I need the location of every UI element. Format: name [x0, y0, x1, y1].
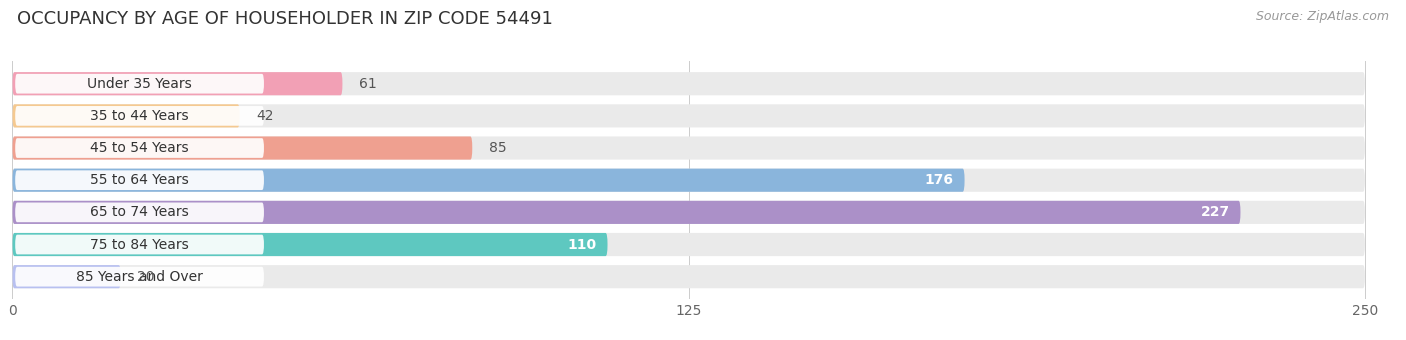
Text: 85 Years and Over: 85 Years and Over: [76, 270, 202, 284]
FancyBboxPatch shape: [13, 201, 1365, 224]
Text: Source: ZipAtlas.com: Source: ZipAtlas.com: [1256, 10, 1389, 23]
Text: Under 35 Years: Under 35 Years: [87, 77, 193, 91]
FancyBboxPatch shape: [15, 138, 264, 158]
Text: 45 to 54 Years: 45 to 54 Years: [90, 141, 188, 155]
Text: 110: 110: [568, 238, 596, 252]
FancyBboxPatch shape: [13, 104, 239, 128]
FancyBboxPatch shape: [13, 72, 343, 95]
FancyBboxPatch shape: [13, 104, 1365, 128]
Text: 75 to 84 Years: 75 to 84 Years: [90, 238, 188, 252]
Text: 176: 176: [925, 173, 953, 187]
Text: 35 to 44 Years: 35 to 44 Years: [90, 109, 188, 123]
FancyBboxPatch shape: [15, 203, 264, 222]
FancyBboxPatch shape: [13, 136, 1365, 159]
FancyBboxPatch shape: [13, 72, 1365, 95]
FancyBboxPatch shape: [13, 233, 1365, 256]
FancyBboxPatch shape: [15, 170, 264, 190]
FancyBboxPatch shape: [15, 74, 264, 94]
Text: 85: 85: [488, 141, 506, 155]
Text: 55 to 64 Years: 55 to 64 Years: [90, 173, 188, 187]
Text: 20: 20: [136, 270, 155, 284]
FancyBboxPatch shape: [13, 201, 1240, 224]
Text: OCCUPANCY BY AGE OF HOUSEHOLDER IN ZIP CODE 54491: OCCUPANCY BY AGE OF HOUSEHOLDER IN ZIP C…: [17, 10, 553, 28]
FancyBboxPatch shape: [13, 265, 1365, 288]
FancyBboxPatch shape: [13, 136, 472, 159]
Text: 61: 61: [359, 77, 377, 91]
FancyBboxPatch shape: [15, 267, 264, 287]
Text: 65 to 74 Years: 65 to 74 Years: [90, 205, 188, 219]
FancyBboxPatch shape: [13, 265, 121, 288]
FancyBboxPatch shape: [13, 169, 965, 192]
FancyBboxPatch shape: [15, 106, 264, 126]
Text: 227: 227: [1201, 205, 1230, 219]
FancyBboxPatch shape: [13, 233, 607, 256]
FancyBboxPatch shape: [13, 169, 1365, 192]
Text: 42: 42: [256, 109, 273, 123]
FancyBboxPatch shape: [15, 235, 264, 254]
